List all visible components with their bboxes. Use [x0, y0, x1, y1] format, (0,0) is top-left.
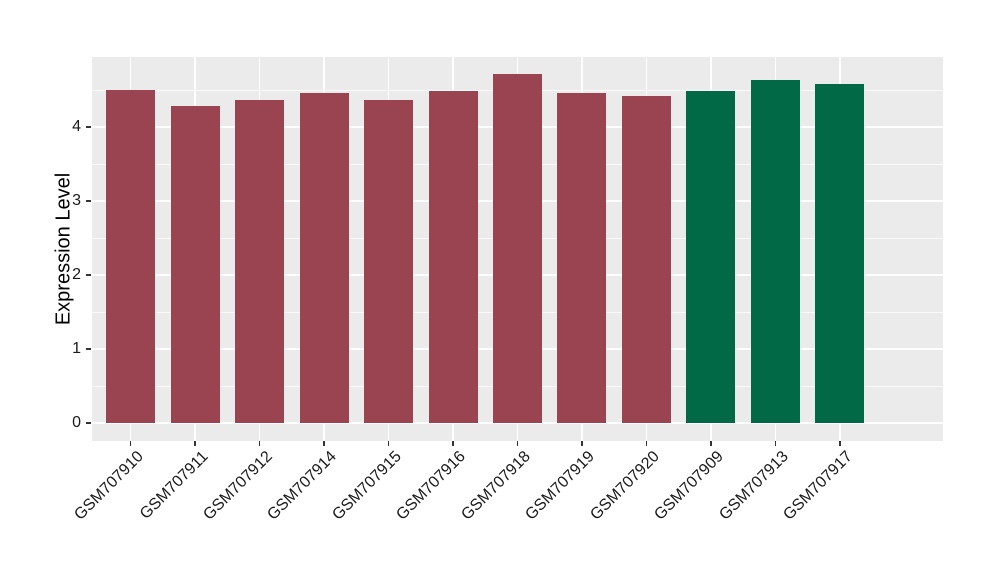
- x-tick-mark-GSM707914: [323, 441, 325, 446]
- x-tick-mark-GSM707911: [194, 441, 196, 446]
- bar-GSM707914: [299, 92, 349, 423]
- y-tick-mark-0: [86, 422, 91, 424]
- x-tick-mark-GSM707913: [774, 441, 777, 446]
- bar-GSM707910: [106, 90, 156, 423]
- x-tick-label-GSM707910: GSM707910: [71, 448, 147, 524]
- x-tick-mark-GSM707910: [129, 441, 132, 446]
- y-tick-mark-3: [86, 200, 91, 202]
- y-tick-label-0: 0: [72, 414, 81, 431]
- y-tick-mark-4: [86, 126, 91, 128]
- y-tick-label-1: 1: [72, 340, 81, 357]
- x-tick-mark-GSM707912: [258, 441, 261, 446]
- bar-GSM707913: [750, 79, 800, 423]
- y-tick-mark-1: [86, 348, 91, 350]
- y-tick-label-3: 3: [72, 192, 81, 209]
- y-tick-label-2: 2: [72, 266, 81, 283]
- bar-GSM707916: [428, 90, 478, 423]
- y-tick-mark-2: [86, 274, 91, 276]
- bar-GSM707918: [493, 73, 542, 423]
- x-tick-mark-GSM707909: [710, 441, 712, 446]
- bar-GSM707919: [557, 92, 607, 423]
- x-tick-mark-GSM707915: [387, 441, 390, 446]
- x-tick-mark-GSM707918: [516, 441, 519, 446]
- bar-GSM707912: [235, 100, 285, 423]
- bar-GSM707920: [621, 95, 671, 423]
- bar-GSM707911: [170, 105, 220, 423]
- x-tick-mark-GSM707919: [581, 441, 583, 446]
- x-tick-mark-GSM707920: [645, 441, 648, 446]
- x-tick-mark-GSM707917: [839, 441, 841, 446]
- y-tick-label-4: 4: [72, 118, 81, 135]
- x-tick-mark-GSM707916: [452, 441, 454, 446]
- bar-GSM707917: [815, 84, 865, 423]
- bar-GSM707915: [364, 99, 414, 423]
- plot-panel: [92, 57, 943, 441]
- bar-GSM707909: [686, 90, 736, 423]
